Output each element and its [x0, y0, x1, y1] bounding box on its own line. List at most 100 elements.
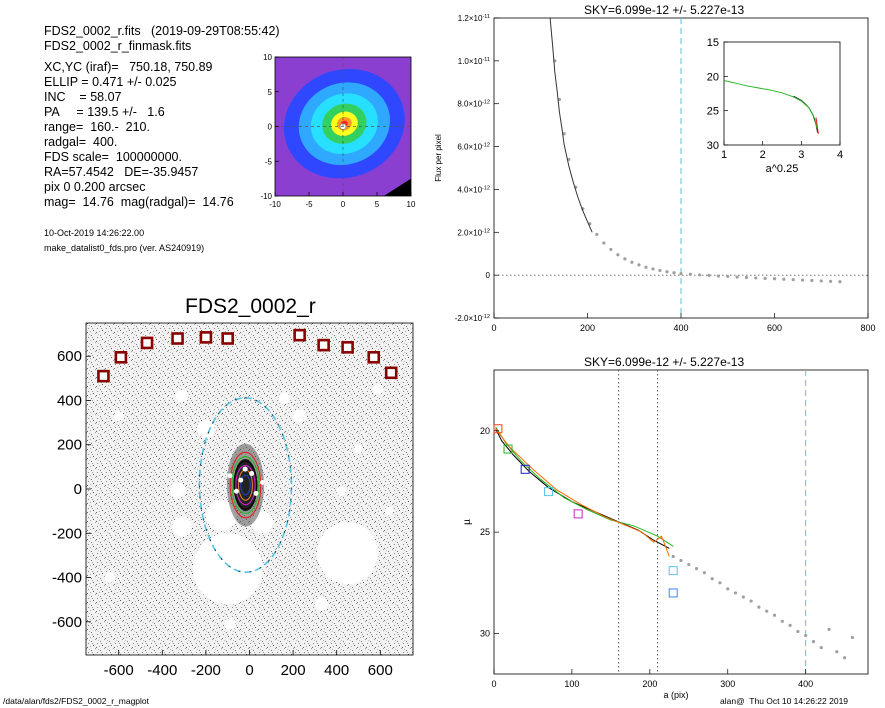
profile-x-tick-label: 200 [642, 679, 657, 689]
sky-box [341, 341, 354, 354]
flux-point [838, 280, 842, 284]
masked-star [197, 420, 215, 439]
inset-y-tick-label: 15 [707, 37, 719, 49]
masked-star [336, 486, 346, 497]
masked-star [172, 516, 192, 537]
inset-panel: 1 2 3 4 15 20 25 30 a^0.25 [707, 37, 843, 175]
inset-curves [724, 79, 819, 135]
profile-point [835, 650, 839, 654]
profile-point [780, 619, 784, 623]
isophote-ellipse-0 [229, 451, 262, 519]
image-x-tick-label: -200 [191, 662, 221, 679]
inset-y-tick-label: 20 [707, 71, 719, 83]
flux-point [609, 247, 613, 252]
image-y-tick-label: 0 [74, 481, 82, 498]
date-line: 10-Oct-2019 14:26:22.00 [44, 228, 145, 238]
program-line: make_datalist0_fds.pro (ver. AS240919) [44, 243, 205, 253]
contour-fill-group [275, 57, 411, 196]
image-plot-title: FDS2_0002_r [185, 295, 316, 318]
masked-knot [266, 484, 272, 490]
profile-frame [493, 369, 869, 675]
param-pa: PA = 139.5 +/- 1.6 [44, 105, 165, 119]
footer-path: /data/alan/fds2/FDS2_0002_r_magplot [3, 696, 150, 706]
masked-star [317, 522, 379, 585]
flux-x-tick-label: 0 [491, 323, 496, 333]
sky-box [199, 331, 213, 344]
contour-y-tick-label: 5 [268, 88, 273, 97]
surface-brightness-panel: 0 100 200 300 400 20 25 30 a (pix) µ [462, 369, 869, 700]
flux-point [698, 273, 702, 277]
flux-point [726, 274, 730, 279]
flux-y-tick-label: 6.0×10-12 [457, 143, 490, 152]
flux-y-tick-label: 1.2×10-11 [458, 14, 490, 23]
inset-x-tick-label: 4 [837, 149, 843, 161]
sky-box [140, 336, 154, 350]
image-y-tick-label: 200 [57, 437, 82, 454]
image-x-tick-label: 400 [324, 662, 349, 679]
profile-point [726, 587, 730, 591]
masked-star [192, 533, 263, 605]
contour-x-tick-label: -10 [269, 200, 281, 209]
param-fds-scale: FDS scale= 100000000. [44, 150, 182, 164]
profile-point [804, 633, 808, 638]
param-ellip: ELLIP = 0.471 +/- 0.025 [44, 75, 177, 89]
sky-box [384, 366, 398, 380]
contour-x-tick-label: 5 [375, 200, 380, 209]
ellipse-fit-marker [668, 566, 678, 576]
flux-plot-title: SKY=6.099e-12 +/- 5.227e-13 [584, 3, 745, 17]
masked-star [113, 411, 124, 421]
profile-point [741, 595, 745, 599]
profile-series-2 [495, 428, 670, 557]
flux-point [602, 241, 606, 245]
footer-user: alan@ Thu Oct 10 14:26:22 2019 [720, 696, 849, 706]
masked-star [278, 392, 290, 404]
flux-point [688, 272, 692, 276]
masked-knot [233, 488, 239, 494]
flux-point [665, 270, 669, 274]
flux-point [744, 275, 749, 280]
profile-y-tick-label: 30 [480, 628, 490, 638]
profile-point [843, 656, 847, 660]
galaxy-image-panel: -600 -400 -200 0 200 400 600 -600 -400 -200 0 200 40… [52, 322, 414, 679]
profile-x-tick-label: 100 [564, 679, 579, 689]
masked-star [175, 389, 189, 403]
sky-box [221, 332, 234, 345]
flux-point [616, 253, 620, 257]
profile-series-1 [495, 426, 674, 547]
profile-point [710, 577, 714, 581]
profile-point [671, 554, 675, 559]
flux-y-tick-label: 8.0×10-12 [457, 100, 490, 109]
image-field [86, 323, 413, 655]
profile-x-axis-label: a (pix) [663, 690, 688, 700]
flux-curve [549, 17, 593, 233]
flux-point [810, 278, 814, 283]
image-y-tick-label: 600 [57, 348, 82, 365]
inset-y-tick-label: 30 [707, 140, 719, 152]
flux-point [819, 279, 823, 283]
param-radgal: radgal= 400. [44, 135, 118, 149]
inset-model-curve [724, 79, 818, 128]
flux-point [679, 272, 683, 276]
mask-file-line: FDS2_0002_r_finmask.fits [44, 39, 192, 53]
param-range: range= 160.- 210. [44, 120, 150, 134]
profile-point [827, 627, 831, 632]
profile-point [718, 581, 722, 585]
sky-ellipse-dark [199, 397, 292, 573]
flux-y-tick-label: -2.0×10-12 [455, 314, 490, 323]
sky-box [367, 351, 381, 364]
profile-point [772, 613, 777, 617]
flux-point [562, 132, 566, 136]
flux-point [644, 265, 648, 269]
masked-star [104, 572, 116, 583]
flux-point [623, 257, 627, 261]
inset-x-tick-label: 2 [760, 149, 766, 161]
profile-point [702, 571, 706, 575]
masked-star [224, 618, 236, 630]
flux-y-tick-label: 2.0×10-12 [457, 228, 490, 237]
flux-x-tick-label: 800 [860, 323, 875, 333]
masked-knot [253, 490, 259, 496]
isophote-ellipse-1 [231, 456, 260, 514]
inset-x-tick-label: 3 [798, 149, 804, 161]
profile-point [679, 558, 683, 563]
flux-x-tick-label: 600 [767, 323, 782, 333]
